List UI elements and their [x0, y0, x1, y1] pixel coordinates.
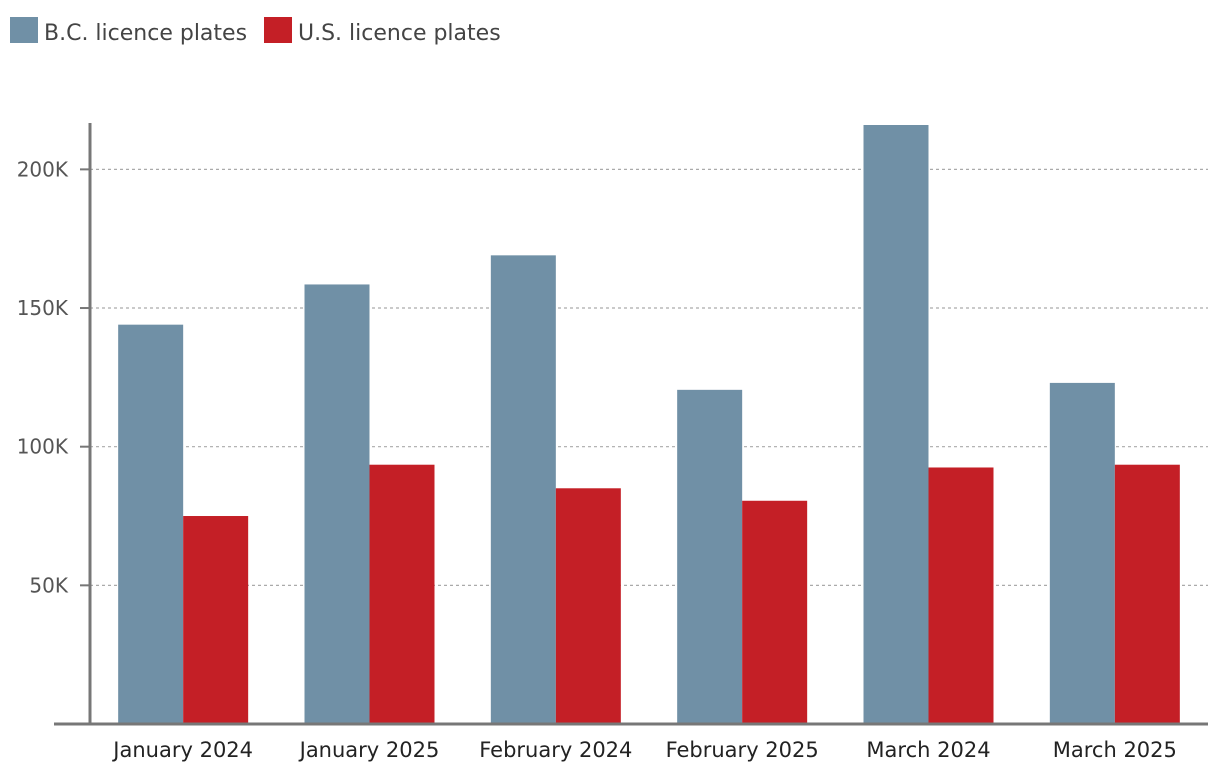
x-tick-label-4: March 2024: [866, 738, 990, 762]
bar-0-1: [304, 284, 370, 724]
y-tick-label-2: 150K: [17, 296, 69, 320]
bar-0-3: [677, 389, 743, 724]
bar-1-2: [555, 488, 621, 724]
x-tick-label-2: February 2024: [479, 738, 632, 762]
bar-0-0: [118, 324, 184, 724]
bar-1-4: [928, 467, 994, 724]
y-tick-label-3: 200K: [17, 157, 69, 181]
x-tick-label-0: January 2024: [111, 738, 253, 762]
bar-1-3: [742, 500, 808, 724]
legend: B.C. licence plates U.S. licence plates: [10, 17, 501, 46]
bar-1-1: [369, 464, 435, 724]
x-tick-label-3: February 2025: [666, 738, 819, 762]
legend-label-0: B.C. licence plates: [44, 21, 247, 46]
y-tick-label-0: 50K: [29, 573, 68, 597]
legend-swatch-0: [10, 17, 38, 43]
y-tick-label-1: 100K: [17, 435, 69, 459]
legend-label-1: U.S. licence plates: [298, 21, 501, 46]
bar-0-4: [863, 125, 929, 724]
x-tick-label-1: January 2025: [298, 738, 440, 762]
bars: [118, 125, 1180, 725]
y-axis-ticks: 50K 100K 150K 200K: [17, 157, 90, 597]
bar-1-0: [183, 516, 249, 724]
bar-1-5: [1114, 464, 1180, 724]
bar-0-5: [1049, 382, 1115, 724]
bar-0-2: [490, 255, 556, 725]
axes: [54, 123, 1208, 726]
gridlines: [90, 168, 1208, 586]
x-tick-label-5: March 2025: [1053, 738, 1177, 762]
legend-swatch-1: [264, 17, 292, 43]
x-axis-ticks: January 2024 January 2025 February 2024 Feb…: [111, 738, 1177, 762]
